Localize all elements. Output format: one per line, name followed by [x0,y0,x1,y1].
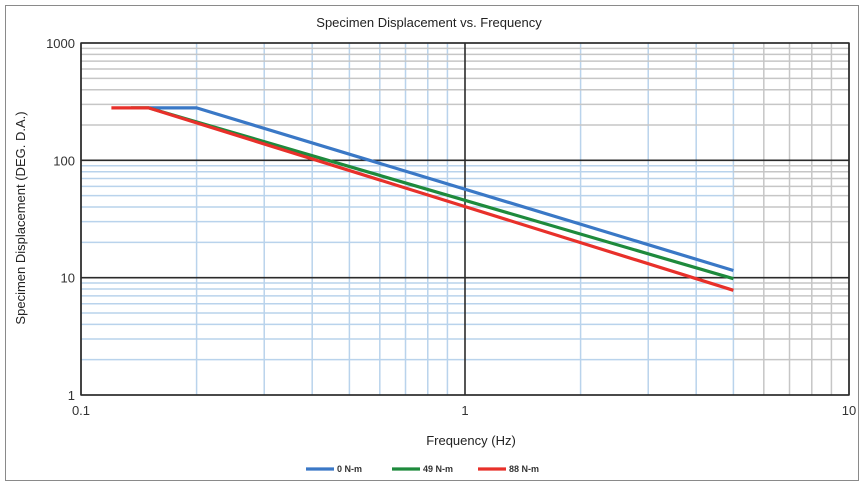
grid-layer [80,42,850,396]
series-line-3 [111,106,734,292]
legend-label: 0 N-m [337,464,362,474]
chart-svg: Specimen Displacement vs. Frequency 1 10 1… [13,15,856,474]
legend-label: 49 N-m [423,464,453,474]
chart-frame: Specimen Displacement vs. Frequency 1 10 1… [5,5,859,481]
plot-area-border [80,42,850,396]
legend-label: 88 N-m [509,464,539,474]
y-tick-label: 1 [68,388,75,403]
series-line-2 [131,106,734,281]
x-tick-label: 10 [842,403,856,418]
chart-title: Specimen Displacement vs. Frequency [316,15,542,30]
y-tick-label: 10 [61,271,75,286]
x-tick-label: 1 [461,403,468,418]
y-tick-label: 1000 [46,36,75,51]
series-line-1 [148,106,734,273]
x-axis-label: Frequency (Hz) [426,433,516,448]
series-layer [111,106,734,292]
legend-item: 0 N-m [306,464,362,474]
legend-item: 49 N-m [392,464,453,474]
x-tick-label: 0.1 [72,403,90,418]
legend: 0 N-m 49 N-m 88 N-m [306,464,539,474]
y-axis-label: Specimen Displacement (DEG. D.A.) [13,111,28,324]
legend-item: 88 N-m [478,464,539,474]
y-tick-label: 100 [53,153,75,168]
